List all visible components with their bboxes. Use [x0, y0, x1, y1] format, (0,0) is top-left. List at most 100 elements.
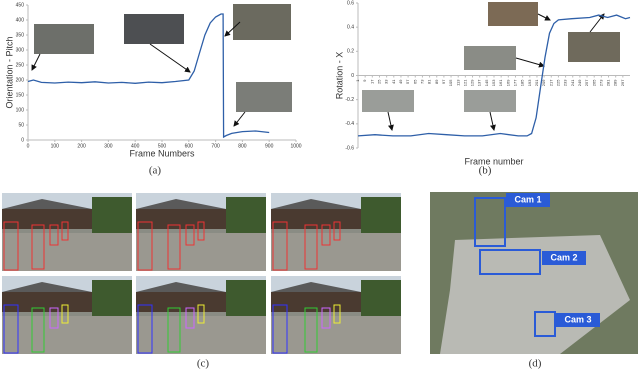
x-axis-title: Frame number [464, 156, 523, 166]
y-tick-label: 100 [16, 107, 25, 113]
arrow [489, 111, 496, 131]
x-tick-label: 209 [541, 79, 546, 86]
thumbnail [233, 4, 291, 40]
x-tick-label: 249 [577, 79, 582, 86]
x-tick-label: 49 [398, 79, 403, 84]
y-axis-title: Orientation - Pitch [4, 36, 14, 108]
x-tick-label: 400 [131, 143, 140, 149]
y-tick-label: 0.6 [347, 0, 354, 6]
x-tick-label: 217 [548, 79, 553, 86]
x-tick-label: 41 [391, 79, 396, 84]
y-tick-label: -0.2 [345, 97, 354, 103]
caption: (c) [197, 358, 210, 370]
caption: (b) [479, 165, 492, 177]
y-tick-label: 0 [21, 137, 24, 143]
x-tick-label: 65 [412, 79, 417, 84]
x-tick-label: 289 [613, 79, 618, 86]
x-tick-label: 0 [27, 143, 30, 149]
thumbnail [124, 14, 184, 44]
x-tick-label: 73 [419, 79, 424, 84]
arrow [387, 111, 394, 131]
arrow [233, 111, 246, 127]
y-tick-label: 400 [16, 17, 25, 23]
x-tick-label: 273 [598, 79, 603, 86]
x-tick-label: 89 [434, 79, 439, 84]
aerial-map: Cam 1 Cam 2 Cam 3 [430, 192, 638, 354]
x-tick-label: 241 [570, 79, 575, 86]
x-tick-label: 161 [498, 79, 503, 86]
y-tick-label: 250 [16, 62, 25, 68]
x-tick-label: 153 [491, 79, 496, 86]
x-tick-label: 257 [584, 79, 589, 86]
frame [2, 193, 132, 271]
x-tick-label: 265 [591, 79, 596, 86]
y-tick-label: 0.2 [347, 49, 354, 55]
y-tick-label: -0.4 [345, 121, 354, 127]
x-tick-label: 129 [470, 79, 475, 86]
thumbnail [488, 2, 538, 26]
arrow [589, 13, 605, 33]
arrow [149, 43, 191, 73]
caption: (a) [149, 165, 162, 177]
x-tick-label: 225 [555, 79, 560, 86]
x-tick-label: 169 [505, 79, 510, 86]
data-line [357, 14, 631, 137]
x-tick-label: 200 [77, 143, 86, 149]
tracking-frames [2, 193, 401, 354]
caption: (d) [529, 358, 542, 370]
x-tick-label: 297 [620, 79, 625, 86]
x-tick-label: 57 [405, 79, 410, 84]
y-tick-label: 300 [16, 47, 25, 53]
y-tick-label: 450 [16, 2, 25, 8]
y-tick-label: 350 [16, 32, 25, 38]
y-tick-label: 50 [18, 122, 24, 128]
x-tick-label: 145 [484, 79, 489, 86]
x-tick-label: 900 [265, 143, 274, 149]
x-tick-label: 9 [362, 79, 367, 82]
x-tick-label: 300 [104, 143, 113, 149]
x-tick-label: 100 [51, 143, 60, 149]
data-line [27, 13, 270, 139]
x-tick-label: 233 [563, 79, 568, 86]
thumbnail [568, 32, 620, 62]
x-tick-label: 17 [369, 79, 374, 84]
x-tick-label: 185 [520, 79, 525, 86]
x-tick-label: 33 [384, 79, 389, 84]
x-tick-label: 1000 [290, 143, 301, 149]
frame [136, 193, 266, 271]
frame [2, 276, 132, 354]
arrow [31, 53, 41, 71]
chart-a-thumbnails [31, 4, 292, 127]
x-tick-label: 121 [462, 79, 467, 86]
x-tick-label: 193 [527, 79, 532, 86]
map-label: Cam 1 [514, 194, 541, 204]
x-tick-label: 105 [448, 79, 453, 86]
x-tick-label: 700 [211, 143, 220, 149]
chart-b-thumbnails [362, 2, 620, 131]
x-tick-label: 25 [377, 79, 382, 84]
y-axis-title: Rotation - X [334, 52, 344, 100]
y-tick-label: 0 [351, 73, 354, 79]
arrow [537, 13, 551, 21]
map-label: Cam 2 [550, 252, 577, 262]
map-label: Cam 3 [564, 314, 591, 324]
x-tick-label: 177 [513, 79, 518, 86]
y-tick-label: 150 [16, 92, 25, 98]
frame [136, 276, 266, 354]
thumbnail [464, 46, 516, 70]
thumbnail [236, 82, 292, 112]
x-tick-label: 201 [534, 79, 539, 86]
y-tick-label: 200 [16, 77, 25, 83]
thumbnail [464, 90, 516, 112]
x-tick-label: 600 [185, 143, 194, 149]
x-tick-label: 1 [355, 79, 360, 82]
x-tick-label: 281 [606, 79, 611, 86]
arrow [515, 57, 545, 68]
x-tick-label: 81 [427, 79, 432, 84]
x-tick-label: 113 [455, 79, 460, 86]
frame [271, 193, 401, 271]
thumbnail [34, 24, 94, 54]
x-tick-label: 500 [158, 143, 167, 149]
thumbnail [362, 90, 414, 112]
